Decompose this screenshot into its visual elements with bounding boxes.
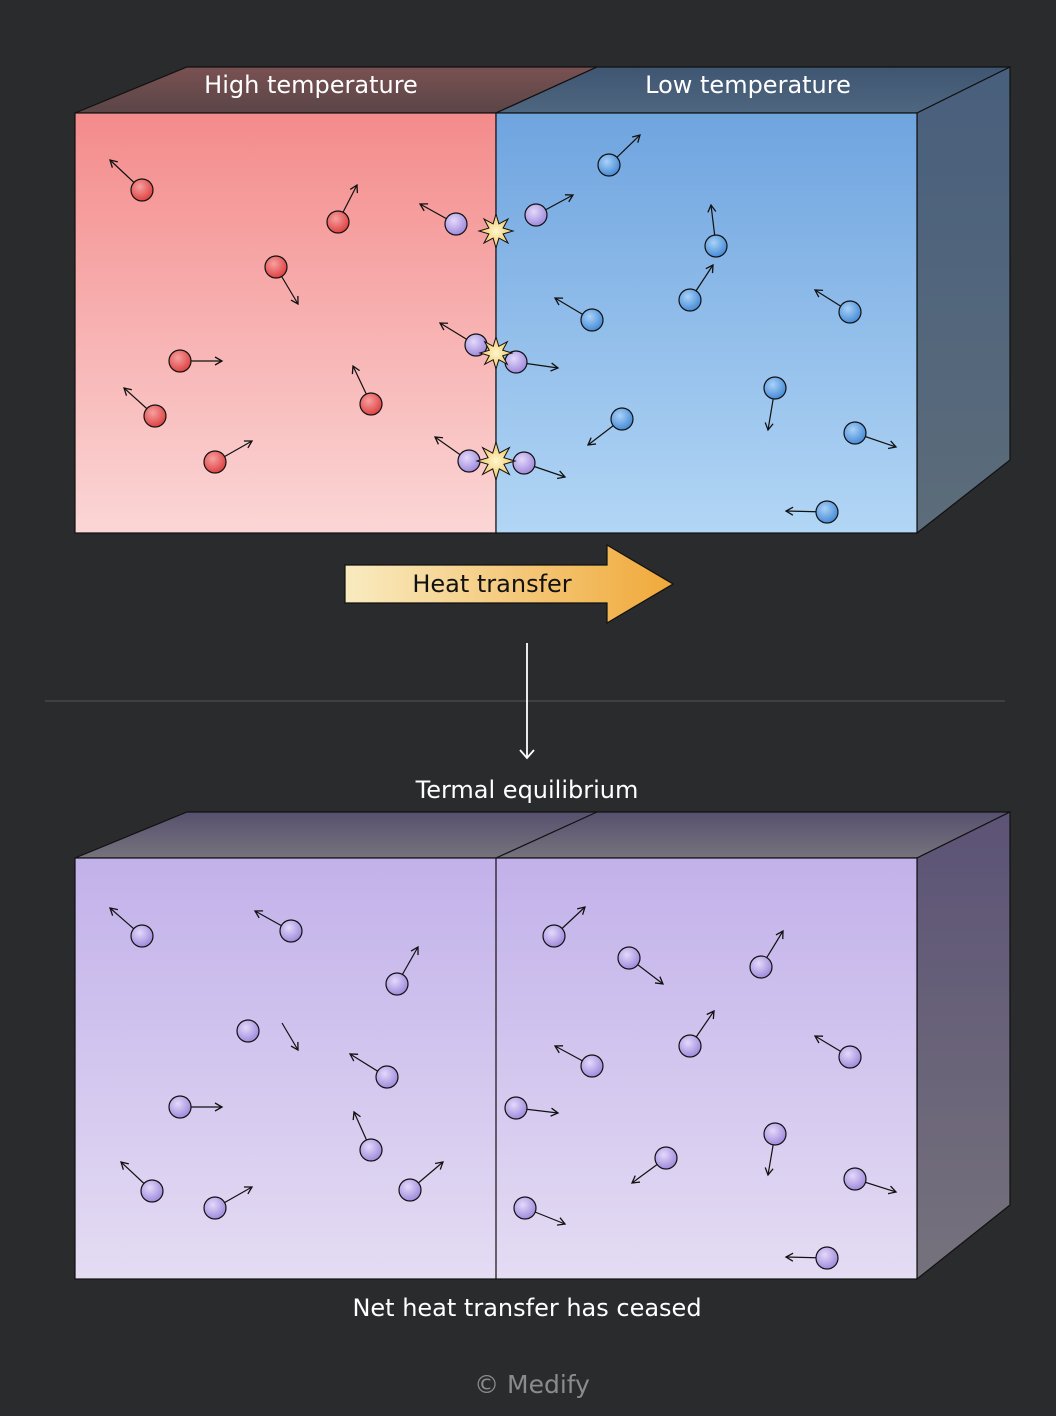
particle	[140, 1179, 164, 1203]
particle	[749, 955, 773, 979]
particle	[512, 451, 536, 475]
top-box	[74, 66, 1011, 535]
top-divider	[495, 811, 598, 859]
side-face	[916, 811, 1011, 1281]
particle	[203, 450, 227, 474]
top-particles	[109, 134, 898, 524]
particle	[678, 1034, 702, 1058]
particle	[398, 1178, 422, 1202]
particle	[279, 919, 303, 943]
particle	[815, 1246, 839, 1270]
particle	[264, 255, 288, 279]
particle	[359, 1138, 383, 1162]
particle	[504, 1096, 528, 1120]
right-label: Low temperature	[645, 71, 851, 99]
particle	[130, 924, 154, 948]
left-label: High temperature	[204, 71, 418, 99]
particle	[763, 376, 787, 400]
velocity-arrow	[281, 1022, 299, 1052]
particle	[375, 1065, 399, 1089]
hot-face	[74, 112, 497, 534]
particle	[597, 153, 621, 177]
side-face	[916, 66, 1011, 535]
particle	[326, 210, 350, 234]
equilibrium-label: Termal equilibrium	[415, 776, 639, 804]
particle	[203, 1196, 227, 1220]
bottom-particles	[109, 906, 898, 1270]
particle	[385, 972, 409, 996]
particle	[838, 1045, 862, 1069]
particle	[524, 203, 548, 227]
particle	[843, 421, 867, 445]
particle	[678, 288, 702, 312]
particle	[838, 300, 862, 324]
particle	[542, 924, 566, 948]
particle	[236, 1019, 260, 1043]
collision	[475, 440, 517, 482]
particle	[763, 1122, 787, 1146]
particle	[444, 212, 468, 236]
particle	[815, 500, 839, 524]
particle	[654, 1146, 678, 1170]
particle	[143, 404, 167, 428]
arrow-label: Heat transfer	[412, 570, 571, 598]
particle	[843, 1167, 867, 1191]
particle	[168, 1095, 192, 1119]
collision	[477, 212, 515, 250]
particle	[617, 946, 641, 970]
particle	[580, 308, 604, 332]
particle	[130, 178, 154, 202]
cold-face	[495, 112, 918, 534]
top-face	[74, 811, 1011, 859]
particle	[580, 1054, 604, 1078]
particle	[704, 234, 728, 258]
particle	[359, 392, 383, 416]
caption: Net heat transfer has ceased	[352, 1294, 701, 1322]
particle	[513, 1196, 537, 1220]
footer: © Medify	[474, 1370, 590, 1399]
collision	[478, 335, 514, 371]
heat-arrow	[344, 543, 675, 625]
particle	[610, 407, 634, 431]
particle	[168, 349, 192, 373]
